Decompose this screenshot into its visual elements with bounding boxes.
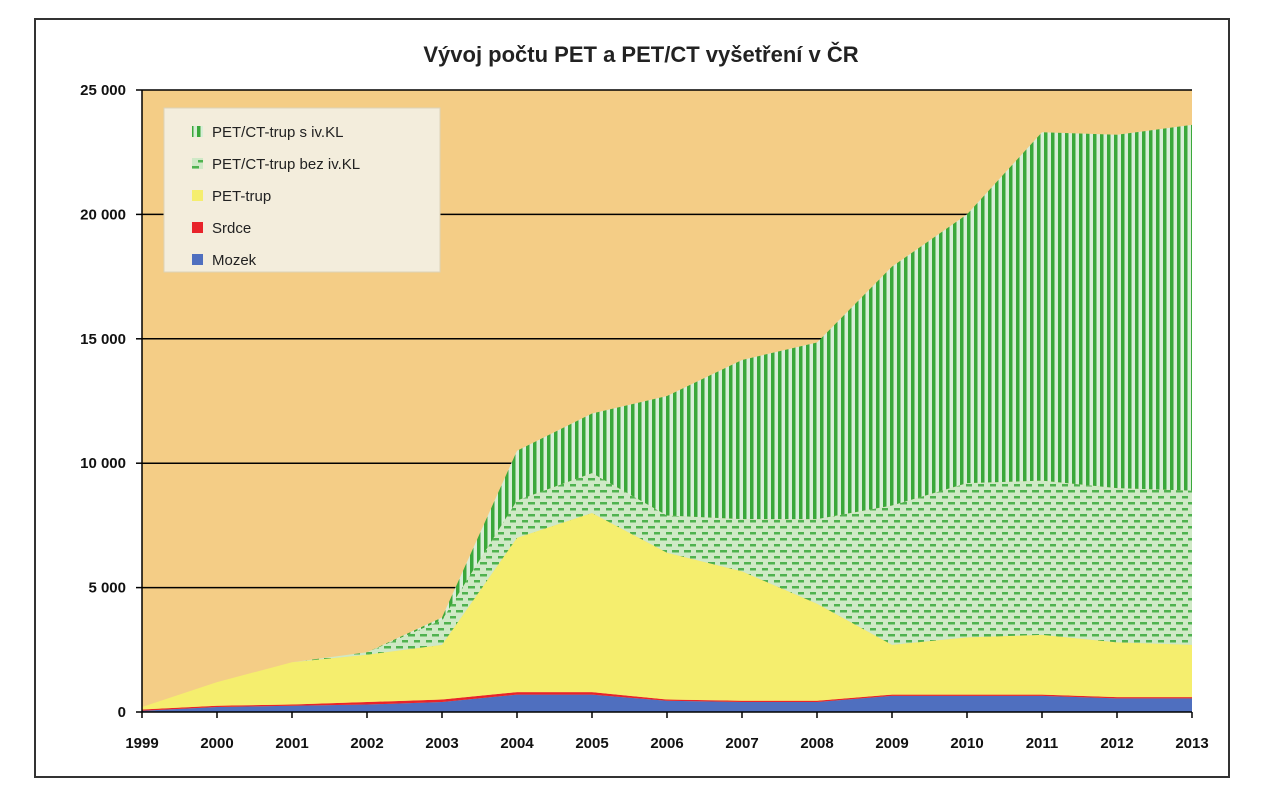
x-tick-label: 2004 bbox=[500, 735, 534, 752]
legend-swatch bbox=[192, 158, 203, 169]
area-pet-trup bbox=[142, 512, 1192, 710]
stacked-area-chart: Vývoj počtu PET a PET/CT vyšetření v ČR … bbox=[80, 42, 1209, 752]
x-tick-label: 1999 bbox=[125, 735, 158, 752]
y-tick-label: 15 000 bbox=[80, 331, 126, 348]
legend-label: PET-trup bbox=[212, 188, 271, 205]
x-tick-label: 2006 bbox=[650, 735, 683, 752]
area-mozek bbox=[142, 694, 1192, 712]
legend: PET/CT-trup s iv.KL PET/CT-trup bez iv.KL… bbox=[163, 107, 441, 273]
x-axis-ticks: 1999 2000 2001 2002 2003 2004 2005 2006 2007 2008… bbox=[125, 712, 1209, 752]
area-series bbox=[142, 124, 1192, 712]
x-tick-label: 2013 bbox=[1175, 735, 1208, 752]
legend-label: PET/CT-trup bez iv.KL bbox=[212, 156, 360, 173]
x-tick-label: 2003 bbox=[425, 735, 458, 752]
y-axis-ticks: 0 5 000 10 000 15 000 20 000 25 000 bbox=[80, 82, 142, 721]
chart-title: Vývoj počtu PET a PET/CT vyšetření v ČR bbox=[423, 42, 858, 67]
legend-swatch bbox=[192, 222, 203, 233]
area-pet-ct-trup-bez-iv-kl bbox=[142, 473, 1192, 708]
x-tick-label: 2001 bbox=[275, 735, 308, 752]
y-tick-label: 25 000 bbox=[80, 82, 126, 99]
legend-label: PET/CT-trup s iv.KL bbox=[212, 124, 343, 141]
x-tick-label: 2002 bbox=[350, 735, 383, 752]
y-tick-label: 10 000 bbox=[80, 455, 126, 472]
x-tick-label: 2010 bbox=[950, 735, 983, 752]
legend-label: Mozek bbox=[212, 252, 257, 269]
x-tick-label: 2008 bbox=[800, 735, 833, 752]
y-tick-label: 5 000 bbox=[88, 580, 126, 597]
y-tick-label: 20 000 bbox=[80, 206, 126, 223]
legend-swatch bbox=[192, 254, 203, 265]
area-pet-ct-trup-s-iv-kl bbox=[142, 124, 1192, 708]
x-tick-label: 2012 bbox=[1100, 735, 1133, 752]
legend-label: Srdce bbox=[212, 220, 251, 237]
legend-box bbox=[163, 107, 441, 273]
legend-swatch bbox=[192, 190, 203, 201]
chart-frame: Vývoj počtu PET a PET/CT vyšetření v ČR … bbox=[34, 18, 1230, 778]
x-tick-label: 2007 bbox=[725, 735, 758, 752]
x-tick-label: 2011 bbox=[1026, 735, 1059, 752]
y-tick-label: 0 bbox=[118, 704, 126, 721]
x-tick-label: 2009 bbox=[875, 735, 908, 752]
x-tick-label: 2005 bbox=[575, 735, 608, 752]
legend-swatch bbox=[192, 126, 203, 137]
x-tick-label: 2000 bbox=[200, 735, 233, 752]
